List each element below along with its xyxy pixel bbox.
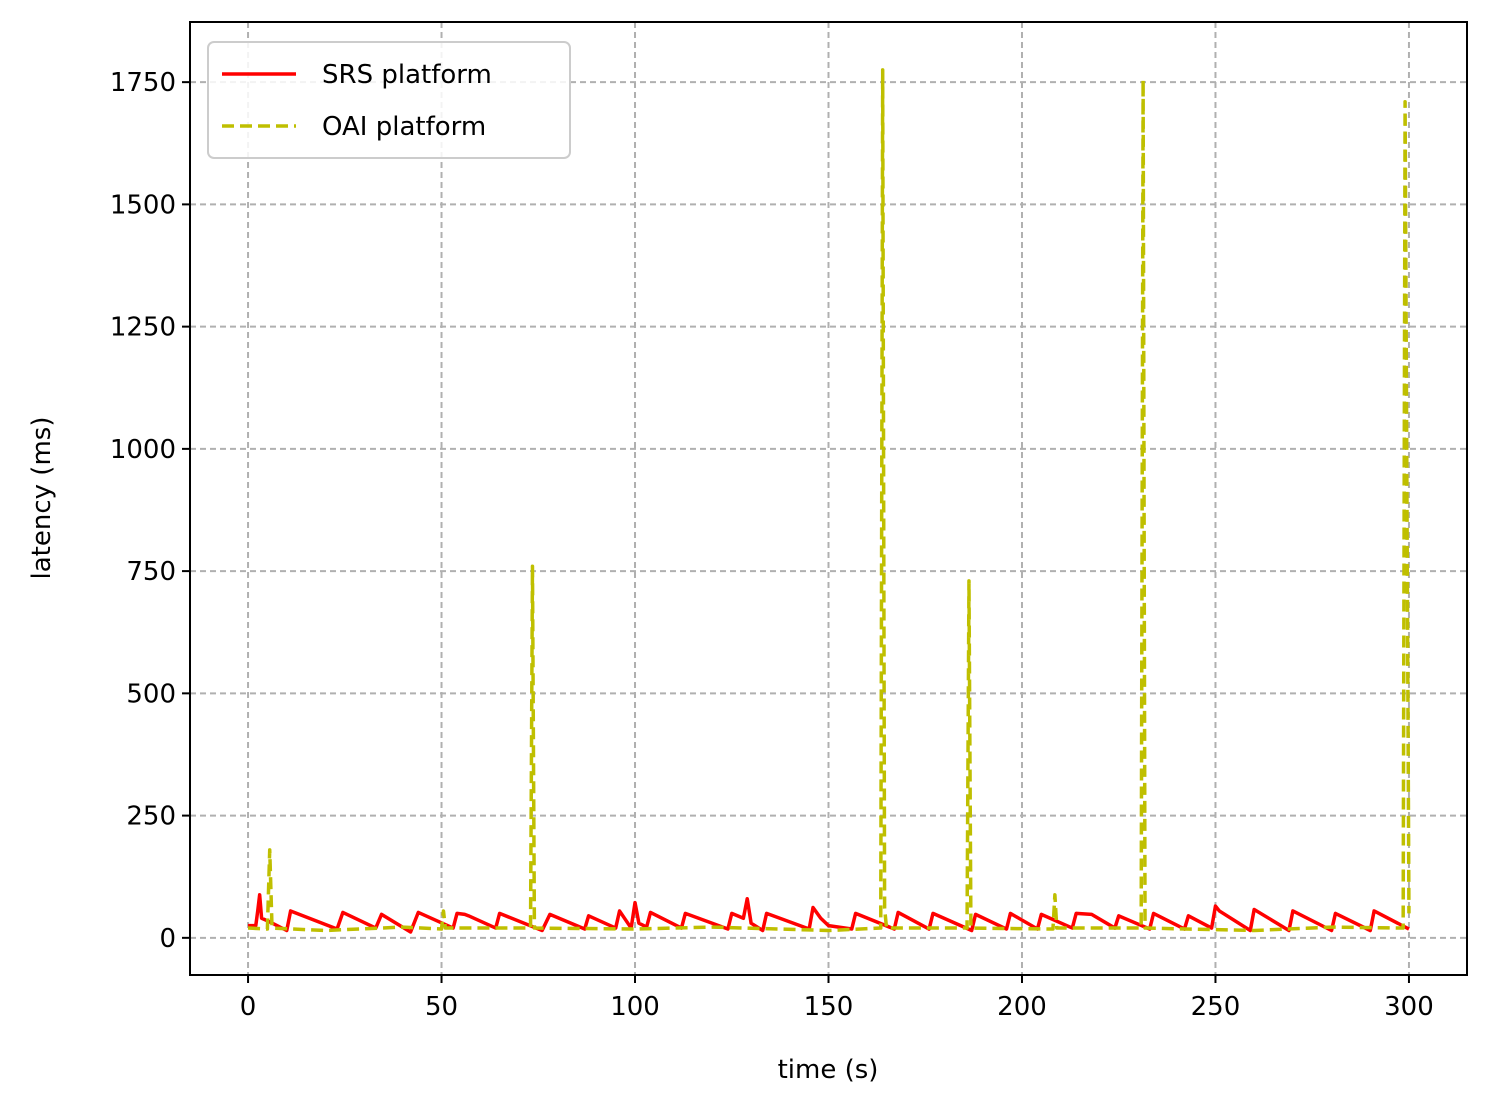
y-tick-label: 1750: [110, 68, 176, 98]
y-axis-label: latency (ms): [27, 417, 57, 580]
y-tick-label: 1500: [110, 190, 176, 220]
x-tick-label: 150: [804, 992, 854, 1022]
x-axis-label: time (s): [778, 1055, 879, 1085]
data-line: [248, 893, 1410, 934]
legend-label: OAI platform: [322, 112, 486, 142]
y-tick-label: 750: [126, 557, 176, 587]
y-tick-label: 1250: [110, 313, 176, 343]
legend: SRS platform OAI platform: [207, 41, 571, 159]
x-tick-label: 300: [1384, 992, 1434, 1022]
plot-frame: [189, 21, 1468, 976]
x-tick-label: 0: [240, 992, 257, 1022]
x-tick-label: 200: [997, 992, 1047, 1022]
data-line: [247, 68, 1411, 933]
legend-box: [207, 41, 571, 159]
legend-label: SRS platform: [322, 60, 492, 90]
y-tick-label: 1000: [110, 435, 176, 465]
x-tick-label: 100: [610, 992, 660, 1022]
y-tick-label: 250: [126, 802, 176, 832]
x-tick-label: 250: [1191, 992, 1241, 1022]
y-tick-label: 500: [126, 679, 176, 709]
x-tick-label: 50: [425, 992, 458, 1022]
y-tick-label: 0: [159, 924, 176, 954]
